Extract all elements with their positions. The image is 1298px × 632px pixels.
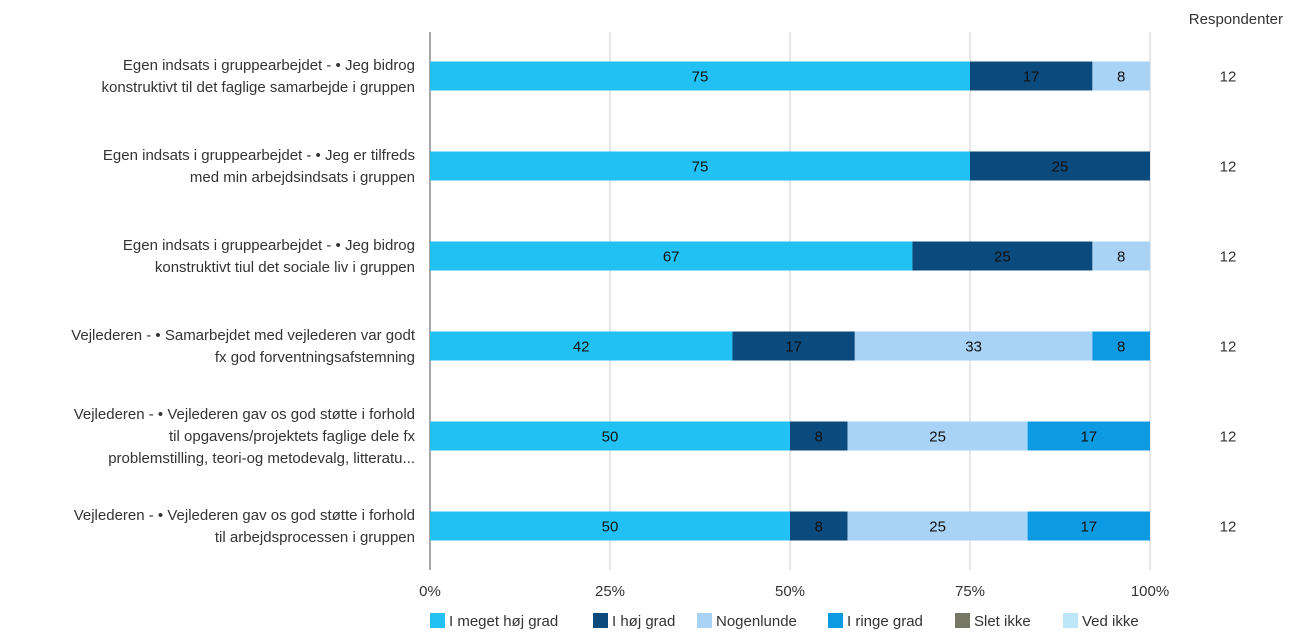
bar-data-label: 17 <box>785 339 802 356</box>
respondent-counts: 12 12 12 12 12 12 <box>1220 69 1237 536</box>
respondent-count: 12 <box>1220 339 1237 356</box>
legend-swatch <box>955 613 970 628</box>
category-label-line: Vejlederen - • Vejlederen gav os god stø… <box>74 507 415 524</box>
bar-segment <box>430 241 913 271</box>
legend-item: I ringe grad <box>828 613 923 630</box>
x-tick-label: 50% <box>775 583 805 600</box>
legend-label: I høj grad <box>612 613 675 630</box>
bar-segment <box>430 331 733 361</box>
bar-segment <box>790 511 848 541</box>
x-tick-label: 75% <box>955 583 985 600</box>
bar-data-label: 50 <box>602 429 619 446</box>
category-label-line: konstruktivt tiul det sociale liv i grup… <box>155 259 415 276</box>
bar-segment <box>430 61 970 91</box>
x-tick-label: 100% <box>1131 583 1169 600</box>
bar-data-label: 8 <box>815 429 823 446</box>
legend-swatch <box>828 613 843 628</box>
legend-label: Ved ikke <box>1082 613 1139 630</box>
respondents-header: Respondenter <box>1189 11 1283 28</box>
bar-data-label: 17 <box>1023 69 1040 86</box>
legend-label: Slet ikke <box>974 613 1031 630</box>
respondent-count: 12 <box>1220 69 1237 86</box>
category-label-line: problemstilling, teori-og metodevalg, li… <box>108 450 415 467</box>
bar-segment <box>847 421 1028 451</box>
legend-item: I meget høj grad <box>430 613 558 630</box>
bar-segment <box>847 511 1028 541</box>
bar-segment <box>854 331 1093 361</box>
bar-data-label: 75 <box>692 159 709 176</box>
bar-data-label: 33 <box>965 339 982 356</box>
bar-data-label: 8 <box>815 519 823 536</box>
bar-data-label: 25 <box>1052 159 1069 176</box>
respondent-count: 12 <box>1220 249 1237 266</box>
gridlines <box>429 32 1151 570</box>
x-tick-label: 25% <box>595 583 625 600</box>
x-tick-label: 0% <box>419 583 441 600</box>
x-tick-labels: 0% 25% 50% 75% 100% <box>419 583 1169 600</box>
bar-data-label: 50 <box>602 519 619 536</box>
bar-segment <box>1027 511 1150 541</box>
bar-data-label: 25 <box>929 429 946 446</box>
legend-label: I ringe grad <box>847 613 923 630</box>
category-label-line: til arbejdsprocessen i gruppen <box>215 529 415 546</box>
bar-segment <box>970 151 1150 181</box>
bar-data-label: 8 <box>1117 69 1125 86</box>
bar-segment <box>1092 241 1150 271</box>
bars: 75 17 8 75 25 67 25 8 42 17 33 8 50 8 25 17 50 8 25 17 <box>430 61 1150 541</box>
legend-label: I meget høj grad <box>449 613 558 630</box>
category-label-line: Egen indsats i gruppearbejdet - • Jeg bi… <box>123 237 415 254</box>
bar-data-label: 8 <box>1117 339 1125 356</box>
bar-segment <box>732 331 855 361</box>
legend-label: Nogenlunde <box>716 613 797 630</box>
bar-data-label: 67 <box>663 249 680 266</box>
category-labels: Egen indsats i gruppearbejdet - • Jeg bi… <box>71 57 416 546</box>
bar-segment <box>790 421 848 451</box>
bar-segment <box>430 511 790 541</box>
bar-data-label: 8 <box>1117 249 1125 266</box>
respondent-count: 12 <box>1220 429 1237 446</box>
bar-data-label: 17 <box>1080 429 1097 446</box>
category-label-line: til opgavens/projektets faglige dele fx <box>169 428 415 445</box>
legend-swatch <box>697 613 712 628</box>
category-label-line: fx god forventningsafstemning <box>215 349 415 366</box>
bar-segment <box>1092 331 1150 361</box>
legend-swatch <box>1063 613 1078 628</box>
legend-item: Slet ikke <box>955 613 1031 630</box>
respondent-count: 12 <box>1220 519 1237 536</box>
legend: I meget høj grad I høj grad Nogenlunde I ri… <box>430 613 1139 630</box>
bar-segment <box>1027 421 1150 451</box>
bar-data-label: 75 <box>692 69 709 86</box>
bar-data-label: 17 <box>1080 519 1097 536</box>
bar-segment <box>970 61 1093 91</box>
category-label-line: Egen indsats i gruppearbejdet - • Jeg bi… <box>123 57 415 74</box>
category-label-line: Vejlederen - • Vejlederen gav os god stø… <box>74 406 415 423</box>
bar-data-label: 25 <box>929 519 946 536</box>
category-label-line: med min arbejdsindsats i gruppen <box>190 169 415 186</box>
legend-swatch <box>593 613 608 628</box>
bar-segment <box>912 241 1093 271</box>
bar-segment <box>430 421 790 451</box>
legend-item: I høj grad <box>593 613 675 630</box>
category-label-line: konstruktivt til det faglige samarbejde … <box>101 79 415 96</box>
respondent-count: 12 <box>1220 159 1237 176</box>
bar-data-label: 25 <box>994 249 1011 266</box>
bar-data-label: 42 <box>573 339 590 356</box>
bar-segment <box>430 151 970 181</box>
category-label-line: Egen indsats i gruppearbejdet - • Jeg er… <box>103 147 415 164</box>
legend-item: Nogenlunde <box>697 613 797 630</box>
category-label-line: Vejlederen - • Samarbejdet med vejledere… <box>71 327 416 344</box>
bar-segment <box>1092 61 1150 91</box>
legend-swatch <box>430 613 445 628</box>
legend-item: Ved ikke <box>1063 613 1139 630</box>
